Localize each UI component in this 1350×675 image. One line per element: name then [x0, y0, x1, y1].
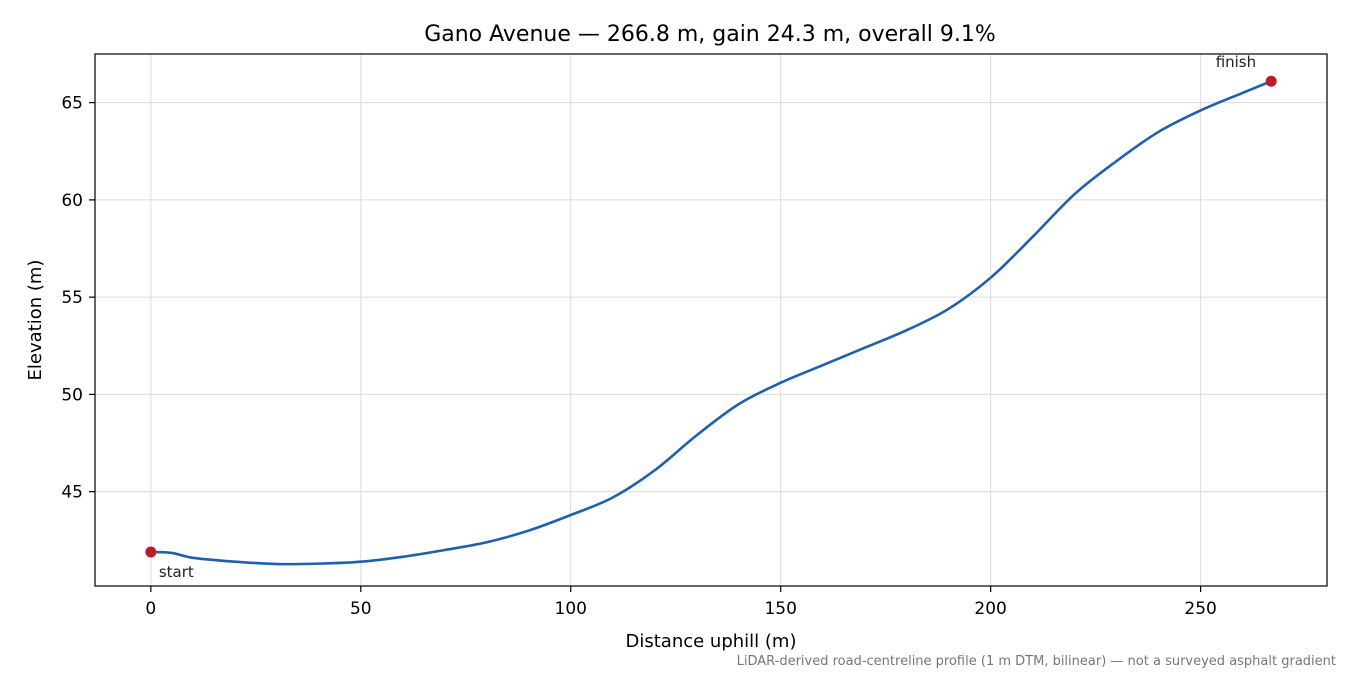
x-tick-label: 250 — [1184, 599, 1216, 619]
x-axis: 0 50 100 150 200 250 — [145, 586, 1217, 619]
y-tick-label: 65 — [61, 94, 83, 114]
start-marker — [145, 546, 157, 558]
y-tick-label: 50 — [61, 385, 83, 405]
finish-marker — [1265, 75, 1277, 87]
x-axis-label: Distance uphill (m) — [626, 631, 797, 652]
x-tick-label: 0 — [145, 599, 156, 619]
x-tick-label: 100 — [555, 599, 587, 619]
points-layer: start finish — [145, 53, 1277, 581]
footnote: LiDAR-derived road-centreline profile (1… — [737, 654, 1336, 669]
x-tick-label: 150 — [764, 599, 796, 619]
plot-frame — [94, 53, 1328, 587]
x-tick-label: 50 — [350, 599, 372, 619]
y-axis: 45 50 55 60 65 — [61, 94, 95, 503]
series-line-0 — [150, 80, 1272, 566]
x-tick-label: 200 — [974, 599, 1006, 619]
y-tick-label: 55 — [61, 288, 83, 308]
y-tick-label: 60 — [61, 191, 83, 211]
grid — [95, 54, 1327, 586]
start-label: start — [159, 563, 194, 581]
finish-label: finish — [1216, 53, 1256, 71]
series-layer — [150, 80, 1272, 566]
chart-title: Gano Avenue — 266.8 m, gain 24.3 m, over… — [424, 22, 996, 47]
y-tick-label: 45 — [61, 483, 83, 503]
y-axis-label: Elevation (m) — [25, 260, 46, 381]
